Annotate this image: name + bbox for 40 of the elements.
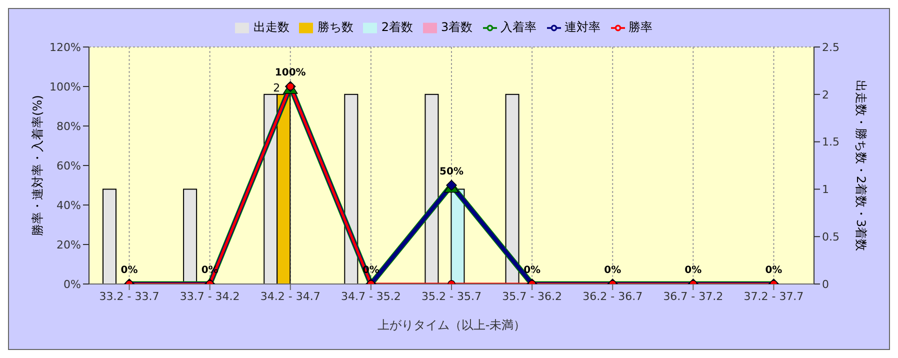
y-tick-label: 100% bbox=[50, 80, 81, 94]
y2-tick-label: 2.5 bbox=[822, 40, 840, 54]
legend-label: 出走数 bbox=[253, 20, 290, 34]
x-tick-label: 33.2 - 33.7 bbox=[99, 290, 160, 303]
x-tick-label: 33.7 - 34.2 bbox=[180, 290, 240, 303]
legend-label: 勝ち数 bbox=[317, 20, 354, 34]
y-tick-label: 20% bbox=[56, 238, 81, 252]
data-label: 0% bbox=[524, 265, 541, 276]
x-tick-label: 34.7 - 35.2 bbox=[340, 290, 401, 303]
data-label: 50% bbox=[440, 166, 464, 178]
y2-tick-label: 1 bbox=[822, 183, 829, 196]
x-tick-label: 36.2 - 36.7 bbox=[582, 290, 643, 303]
data-label: 0% bbox=[684, 265, 702, 276]
y-tick-label: 40% bbox=[56, 198, 81, 212]
x-tick-label: 35.7 - 36.2 bbox=[502, 290, 562, 303]
y-tick-label: 120% bbox=[50, 40, 81, 54]
y-tick-label: 80% bbox=[56, 120, 81, 133]
legend-label: 連対率 bbox=[564, 20, 601, 34]
y2-tick-label: 0 bbox=[822, 278, 829, 291]
data-label: 100% bbox=[274, 68, 306, 78]
data-label: 0% bbox=[120, 265, 138, 276]
legend-label: 3着数 bbox=[441, 20, 473, 34]
legend-label: 2着数 bbox=[381, 20, 413, 34]
y2-tick-label: 1.5 bbox=[822, 136, 840, 149]
y2-tick-label: 2 bbox=[822, 88, 829, 102]
data-label: 0% bbox=[604, 265, 622, 276]
y2-tick-label: 0.5 bbox=[822, 230, 840, 244]
legend-label: 勝率 bbox=[628, 20, 653, 34]
legend-label: 入着率 bbox=[500, 20, 537, 34]
y-axis-title: 勝率・連対率・入着率(%) bbox=[30, 95, 44, 236]
data-label: 2 bbox=[273, 81, 280, 94]
y2-axis-title: 出走数・勝ち数・2着数・3着数 bbox=[854, 80, 868, 252]
x-axis-title: 上がりタイム（以上-未満） bbox=[377, 318, 526, 332]
y-tick-label: 60% bbox=[56, 159, 81, 172]
x-tick-label: 37.2 - 37.7 bbox=[744, 290, 804, 303]
data-label: 0% bbox=[765, 265, 782, 276]
x-tick-label: 34.2 - 34.7 bbox=[260, 290, 320, 303]
x-tick-label: 35.2 - 35.7 bbox=[422, 290, 482, 303]
y-tick-label: 0% bbox=[64, 278, 81, 291]
x-tick-label: 36.7 - 37.2 bbox=[663, 290, 724, 303]
